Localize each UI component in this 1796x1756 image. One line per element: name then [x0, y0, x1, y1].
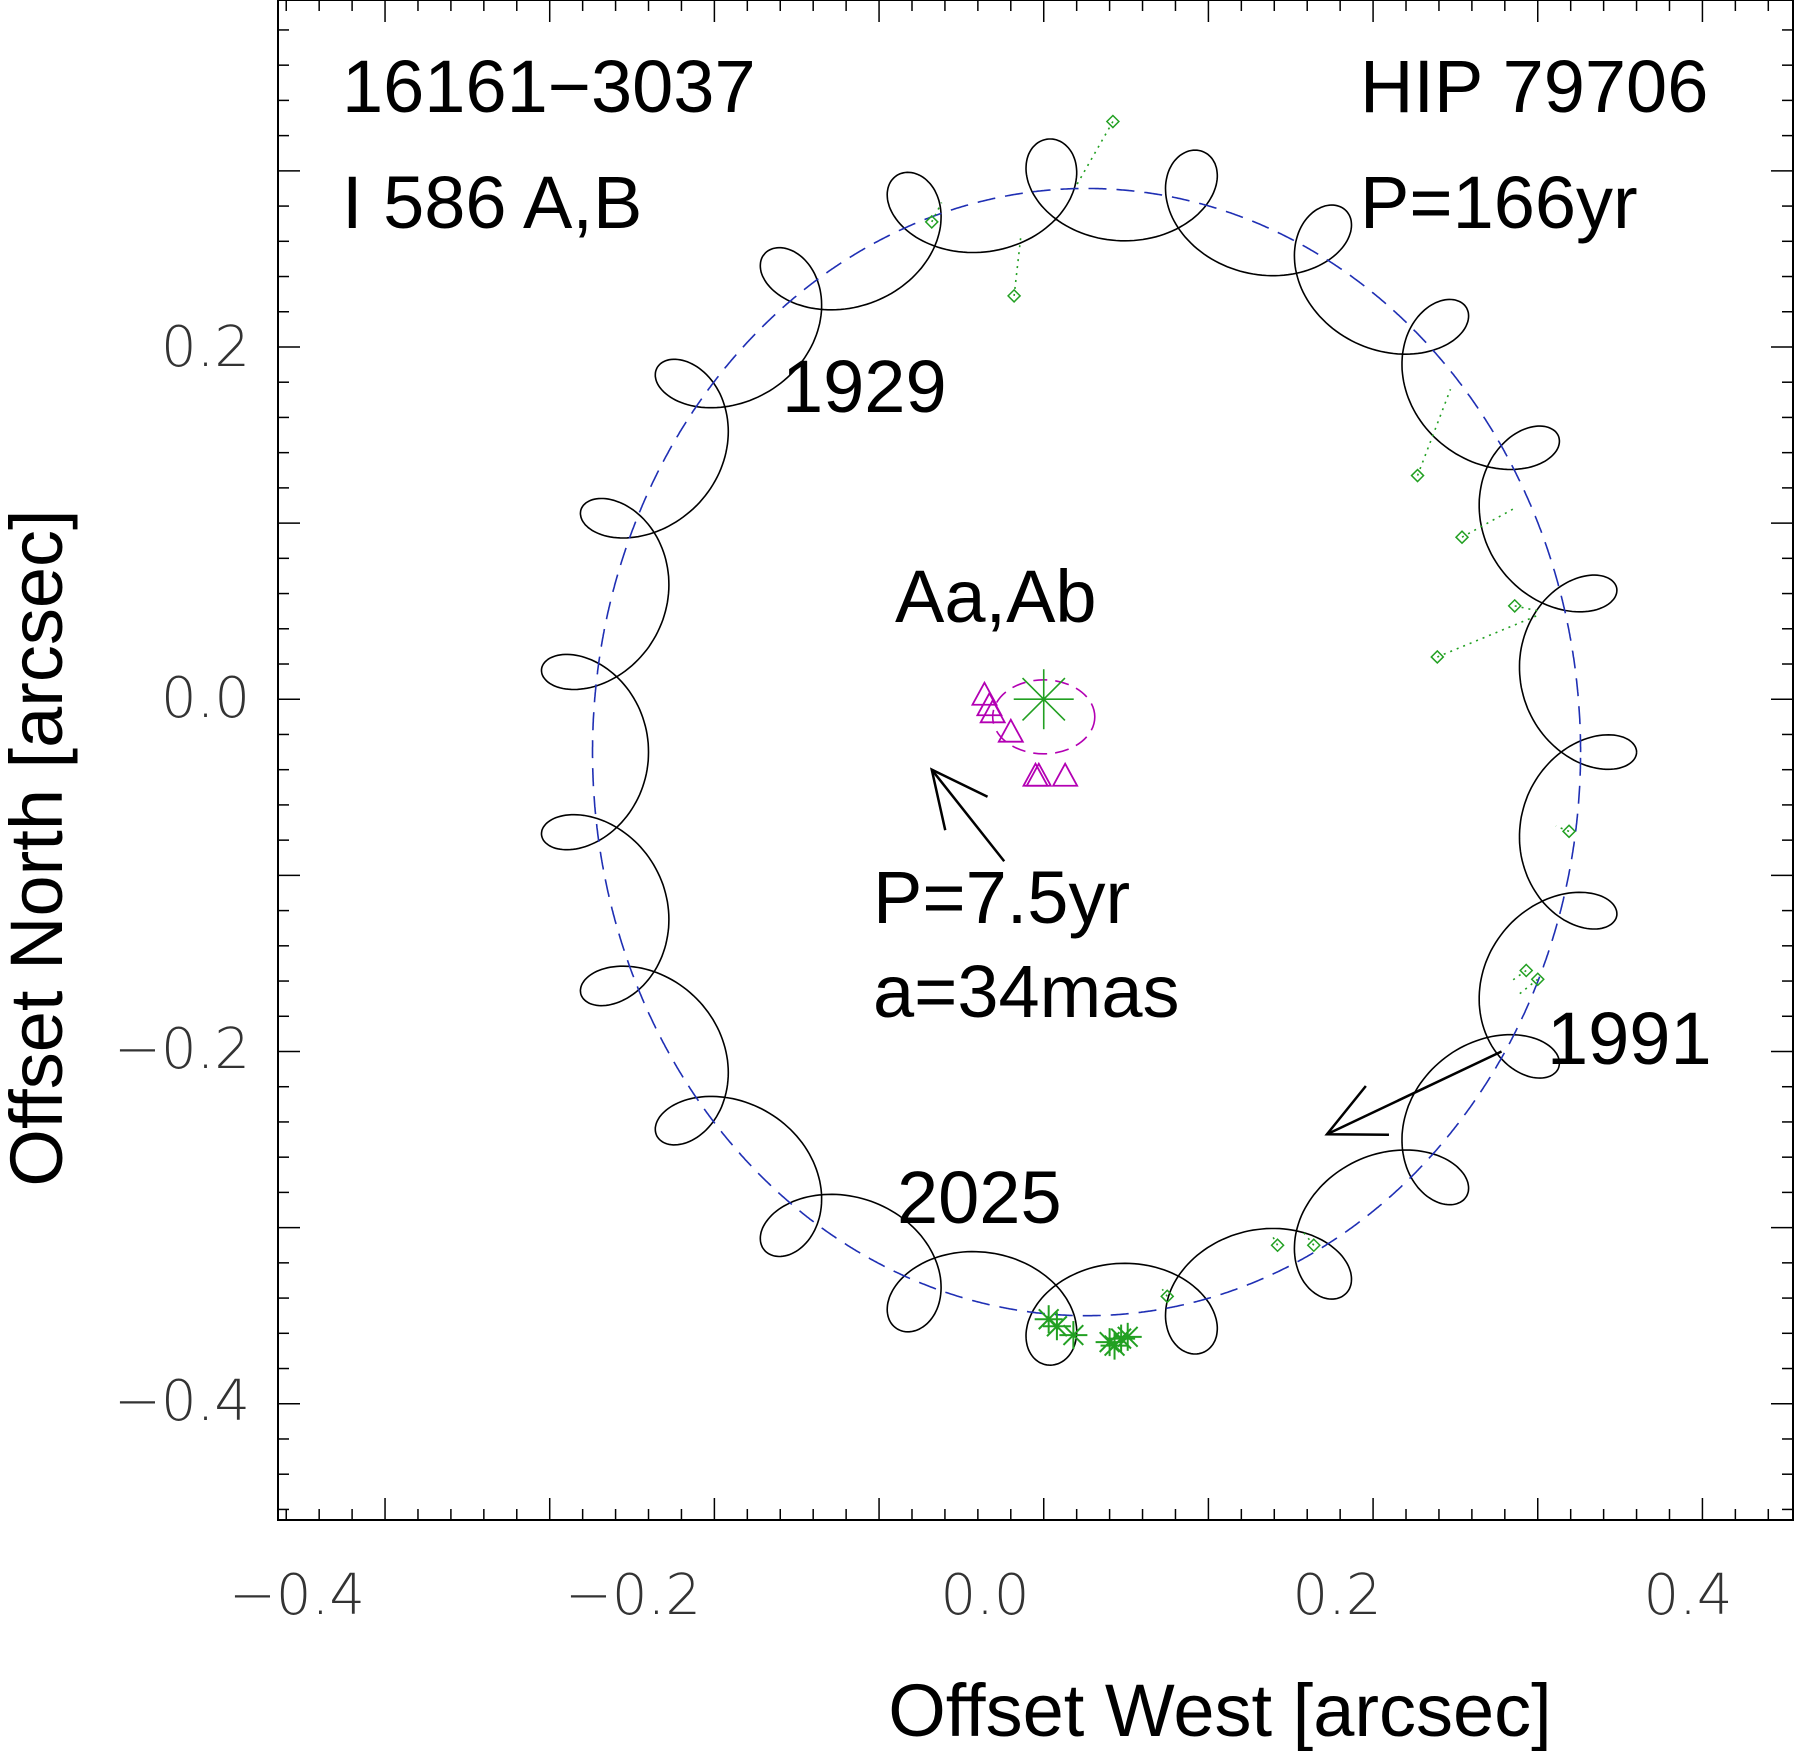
residual-line: [1436, 613, 1540, 658]
measurement-diamond: [1007, 288, 1022, 303]
x-axis-label: Offset West [arcsec]: [888, 1669, 1551, 1751]
residual-line: [1161, 1288, 1168, 1297]
measurement-diamond: [1160, 1289, 1175, 1304]
residual-line: [1510, 969, 1527, 982]
residual-line: [1303, 1232, 1315, 1246]
speckle-asterisk: [1107, 1324, 1136, 1353]
residual-line: [1271, 1236, 1279, 1246]
asterisk-stroke: [1062, 1324, 1084, 1346]
asterisk-stroke: [1021, 677, 1066, 722]
x-tick-label: −0.4: [229, 1563, 365, 1628]
outer-period-label: P=166yr: [1360, 161, 1638, 244]
inner-axis-label: a=34mas: [873, 950, 1179, 1033]
x-tick-label: 0.4: [1643, 1563, 1732, 1628]
wds-id-label: 16161−3037: [342, 45, 756, 128]
y-tick-label: −0.2: [114, 1017, 250, 1082]
epoch-1929-label: 1929: [782, 345, 947, 428]
measurement-diamond: [1430, 649, 1445, 665]
speckle-asterisk: [1042, 1312, 1071, 1341]
inner-triangle: [1025, 761, 1053, 787]
measurement-diamond: [1270, 1238, 1285, 1253]
residual-line: [1461, 506, 1517, 538]
y-tick-label: −0.4: [114, 1369, 250, 1434]
asterisk-stroke: [1046, 1315, 1068, 1337]
hip-label: HIP 79706: [1360, 45, 1708, 128]
measurement-diamond: [1519, 963, 1534, 978]
residual-line: [1416, 388, 1452, 476]
measurement-diamond: [1561, 824, 1577, 839]
x-tick-label: 0.2: [1292, 1563, 1381, 1628]
x-tick-label: −0.2: [565, 1563, 701, 1628]
outer-orbit-wobbly: [540, 138, 1638, 1367]
y-tick-label: 0.0: [161, 666, 250, 731]
motion-arrow-head: [929, 767, 989, 831]
epoch-2025-label: 2025: [897, 1156, 1062, 1239]
inner-triangle: [979, 698, 1007, 724]
residual-line: [1555, 825, 1570, 833]
x-tick-label: 0.0: [940, 1563, 1029, 1628]
measurement-diamond: [1454, 530, 1470, 545]
plot-frame: [277, 0, 1794, 1521]
motion-arrow-shaft: [930, 768, 1006, 863]
asterisk-stroke: [1117, 1326, 1139, 1348]
discoverer-label: I 586 A,B: [342, 161, 642, 244]
markers: [924, 114, 1577, 1360]
inner-triangle: [1051, 761, 1079, 787]
measurement-diamond: [1306, 1238, 1321, 1253]
primary-star-asterisk: [1013, 669, 1074, 730]
residual-line: [1075, 121, 1114, 186]
speckle-asterisk: [1059, 1321, 1088, 1350]
measurement-diamond: [1507, 598, 1522, 613]
epoch-1991-label: 1991: [1547, 997, 1712, 1080]
asterisk-stroke: [1098, 1331, 1121, 1353]
orbits: [540, 138, 1638, 1367]
axis-ticks: [278, 0, 1793, 1520]
measurement-diamond: [1530, 972, 1545, 987]
motion-arrow-shaft: [1326, 1050, 1503, 1136]
speckle-asterisk: [1113, 1322, 1142, 1351]
outer-orbit-mean: [591, 187, 1582, 1317]
inner-period-label: P=7.5yr: [873, 856, 1130, 939]
inner-triangle: [997, 717, 1025, 743]
residual-line: [1514, 605, 1540, 612]
measurement-diamond: [1105, 114, 1120, 129]
residual-line: [1013, 237, 1022, 296]
motion-arrow-head: [1324, 1085, 1389, 1136]
y-axis-label: Offset North [arcsec]: [0, 509, 78, 1186]
y-tick-label: 0.2: [161, 315, 250, 380]
measurement-diamond: [1410, 468, 1425, 483]
inner-pair-label: Aa,Ab: [895, 555, 1097, 638]
measurement-diamond: [924, 214, 939, 229]
residual-line: [1517, 978, 1539, 996]
